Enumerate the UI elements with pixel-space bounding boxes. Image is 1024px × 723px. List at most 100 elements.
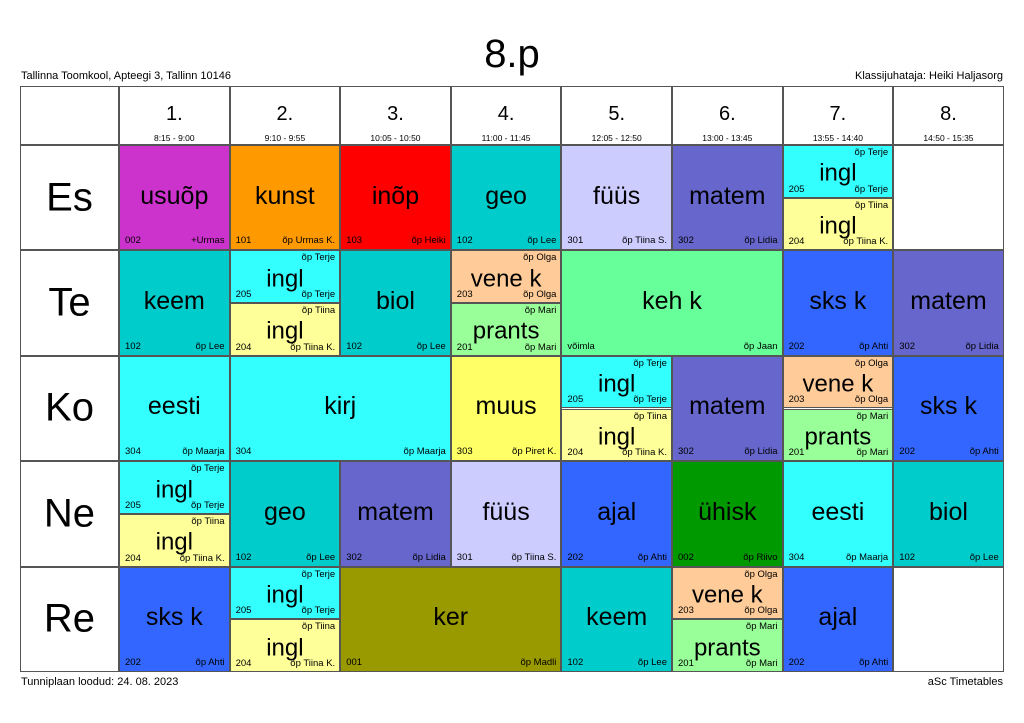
- lesson-group-cell[interactable]: õp Olga vene k 203 õp Olga: [672, 566, 783, 620]
- period-number: 4.: [497, 103, 515, 125]
- lesson-room: 301: [456, 551, 473, 563]
- lesson-cell[interactable]: sks k 202 õp Ahti: [893, 355, 1004, 462]
- lesson-room: 302: [346, 551, 363, 563]
- period-header: 3. 10:05 - 10:50: [340, 86, 451, 145]
- lesson-teacher: õp Terje: [301, 605, 336, 617]
- lesson-cell[interactable]: keem 102 õp Lee: [119, 250, 230, 356]
- lesson-group-cell[interactable]: õp Mari prants 201 õp Mari: [450, 303, 562, 356]
- day-label: Ne: [43, 491, 96, 536]
- lesson-teacher: õp Tiina K.: [622, 447, 667, 459]
- lesson-group-cell[interactable]: õp Terje ingl 205 õp Terje: [119, 461, 230, 514]
- lesson-cell[interactable]: ajal 202 õp Ahti: [782, 566, 894, 672]
- lesson-group-cell[interactable]: õp Mari prants 201 õp Mari: [782, 408, 894, 462]
- lesson-teacher: õp Maarja: [845, 551, 889, 563]
- lesson-subject: keem: [143, 287, 205, 316]
- lesson-subject: keh k: [642, 287, 702, 316]
- period-time: 13:00 - 13:45: [702, 133, 753, 143]
- lesson-group-cell[interactable]: õp Tiina ingl 204 õp Tiina K.: [782, 197, 894, 251]
- lesson-teacher: õp Ahti: [859, 656, 889, 668]
- lesson-subject: ingl: [819, 159, 857, 187]
- lesson-teacher: õp Tiina S.: [622, 235, 667, 247]
- lesson-cell[interactable]: sks k 202 õp Ahti: [119, 566, 230, 672]
- lesson-cell[interactable]: matem 302 õp Lidia: [672, 145, 783, 251]
- lesson-subject: ingl: [266, 318, 304, 346]
- lesson-group-cell[interactable]: õp Terje ingl 205 õp Terje: [229, 566, 341, 620]
- period-time: 9:10 - 9:55: [264, 133, 306, 143]
- period-header: 7. 13:55 - 14:40: [782, 86, 894, 145]
- lesson-cell[interactable]: biol 102 õp Lee: [893, 461, 1004, 567]
- lesson-subject: vene k: [470, 265, 542, 293]
- lesson-subject: sks k: [145, 603, 203, 632]
- lesson-room: 203: [456, 289, 473, 301]
- lesson-subject: biol: [376, 287, 415, 316]
- lesson-cell[interactable]: usuõp 002 +Urmas: [119, 145, 230, 251]
- lesson-group-cell[interactable]: õp Tiina ingl 204 õp Tiina K.: [119, 513, 230, 567]
- lesson-teacher: õp Olga: [744, 605, 778, 617]
- lesson-cell[interactable]: eesti 304 õp Maarja: [119, 355, 230, 462]
- lesson-room: 304: [125, 446, 141, 458]
- lesson-group-cell[interactable]: õp Olga vene k 203 õp Olga: [450, 250, 562, 304]
- lesson-cell[interactable]: ühisk 002 õp Riivo: [672, 461, 783, 567]
- lesson-room: 202: [788, 340, 805, 352]
- lesson-cell[interactable]: eesti 304 õp Maarja: [782, 461, 894, 567]
- lesson-subject: eesti: [811, 497, 865, 526]
- lesson-group-cell[interactable]: õp Tiina ingl 204 õp Tiina K.: [229, 303, 341, 356]
- lesson-teacher: õp Lidia: [744, 235, 778, 247]
- lesson-teacher: õp Urmas K.: [282, 235, 336, 247]
- lesson-room: 201: [678, 657, 694, 669]
- lesson-subject: geo: [264, 497, 306, 526]
- lesson-group-cell[interactable]: õp Olga vene k 203 õp Olga: [782, 355, 894, 409]
- lesson-room: 202: [899, 446, 916, 458]
- lesson-cell[interactable]: kirj 304 õp Maarja: [229, 355, 451, 462]
- timetable-grid: 1. 8:15 - 9:00 2. 9:10 - 9:55 3. 10:05 - 10:5…: [20, 86, 1004, 672]
- lesson-group-cell[interactable]: õp Terje ingl 205 õp Terje: [561, 355, 672, 409]
- lesson-room: 002: [678, 551, 694, 563]
- empty-slot: [893, 566, 1004, 672]
- lesson-room: 205: [788, 183, 805, 195]
- lesson-subject: eesti: [147, 392, 201, 421]
- period-time: 14:50 - 15:35: [923, 133, 974, 143]
- lesson-group-cell[interactable]: õp Tiina ingl 204 õp Tiina K.: [229, 619, 341, 672]
- lesson-cell[interactable]: keem 102 õp Lee: [561, 566, 672, 672]
- lesson-group-cell[interactable]: õp Mari prants 201 õp Mari: [672, 619, 783, 672]
- day-row-header: Es: [20, 145, 119, 251]
- lesson-cell[interactable]: ker 001 õp Madli: [340, 566, 562, 672]
- lesson-room: 102: [125, 340, 141, 352]
- lesson-subject: füüs: [593, 181, 641, 210]
- lesson-room: 302: [678, 235, 694, 247]
- lesson-teacher: õp Lidia: [744, 446, 778, 458]
- lesson-teacher: õp Mari: [745, 657, 778, 669]
- lesson-subject: ingl: [598, 423, 636, 451]
- lesson-cell[interactable]: kunst 101 õp Urmas K.: [229, 145, 341, 251]
- lesson-group-teacher: õp Tiina: [191, 515, 225, 527]
- lesson-cell[interactable]: matem 302 õp Lidia: [672, 355, 783, 462]
- lesson-cell[interactable]: matem 302 õp Lidia: [340, 461, 451, 567]
- lesson-teacher: õp Mari: [524, 341, 557, 353]
- lesson-cell[interactable]: füüs 301 õp Tiina S.: [450, 461, 562, 567]
- lesson-cell[interactable]: füüs 301 õp Tiina S.: [561, 145, 672, 251]
- lesson-cell[interactable]: ajal 202 õp Ahti: [561, 461, 672, 567]
- day-row-header: Te: [20, 250, 119, 356]
- lesson-group-cell[interactable]: õp Tiina ingl 204 õp Tiina K.: [561, 408, 672, 462]
- lesson-cell[interactable]: geo 102 õp Lee: [229, 461, 341, 567]
- lesson-cell[interactable]: geo 102 õp Lee: [450, 145, 562, 251]
- lesson-group-teacher: õp Terje: [190, 463, 225, 475]
- lesson-teacher: õp Riivo: [743, 551, 778, 563]
- lesson-cell[interactable]: matem 302 õp Lidia: [893, 250, 1004, 356]
- lesson-subject: keem: [586, 603, 648, 632]
- lesson-cell[interactable]: keh k võimla õp Jaan: [561, 250, 783, 356]
- class-teacher: Klassijuhataja: Heiki Haljasorg: [855, 70, 1003, 82]
- lesson-teacher: õp Madli: [520, 656, 557, 668]
- lesson-cell[interactable]: biol 102 õp Lee: [340, 250, 451, 356]
- lesson-subject: kunst: [255, 181, 315, 210]
- lesson-subject: muus: [475, 392, 537, 421]
- period-header: 6. 13:00 - 13:45: [672, 86, 783, 145]
- lesson-cell[interactable]: muus 303 õp Piret K.: [450, 355, 562, 462]
- lesson-group-cell[interactable]: õp Terje ingl 205 õp Terje: [782, 145, 894, 198]
- lesson-cell[interactable]: inõp 103 õp Heiki: [340, 145, 451, 251]
- lesson-group-cell[interactable]: õp Terje ingl 205 õp Terje: [229, 250, 341, 304]
- lesson-teacher: õp Terje: [301, 289, 336, 301]
- lesson-subject: inõp: [371, 181, 420, 210]
- lesson-cell[interactable]: sks k 202 õp Ahti: [782, 250, 894, 356]
- day-label: Te: [48, 280, 91, 325]
